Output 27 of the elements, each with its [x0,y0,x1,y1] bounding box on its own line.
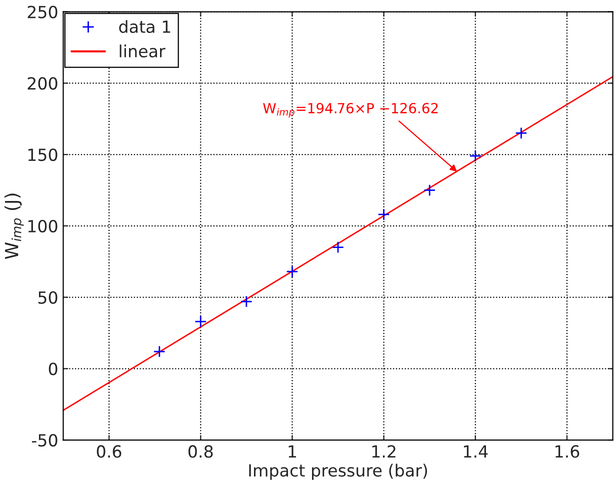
x-tick-label: 0.6 [96,445,122,458]
y-tick-label: 100 [28,220,58,232]
y-tick-label: 250 [28,6,58,18]
y-tick-label: 0 [48,362,58,376]
legend-label: data 1 [119,20,170,33]
y-tick-label: 200 [28,77,58,90]
x-tick-label: 1.6 [556,445,580,458]
point [153,345,166,358]
x-tick-label: 0.8 [188,445,213,458]
y-axis-title: W$_{imp}$ (J) [4,194,24,260]
point [194,315,207,328]
point [515,127,528,140]
point [424,184,436,196]
point [240,295,252,308]
point [332,241,344,254]
y-tick-label: 50 [38,291,58,304]
y-tick-label: -50 [32,434,58,447]
point [469,150,482,162]
y-tick-label: 150 [28,148,58,162]
annotation: W$_{imp}$=194.76×P −126.62 [263,102,438,118]
point [286,265,298,278]
x-tick-label: 1.2 [372,445,396,458]
x-tick-label: 1.4 [464,445,488,458]
legend-label: linear [120,44,166,58]
point [378,208,390,221]
x-tick-label: 1 [288,445,296,458]
x-axis-title: Impact pressure (bar) [249,464,428,480]
